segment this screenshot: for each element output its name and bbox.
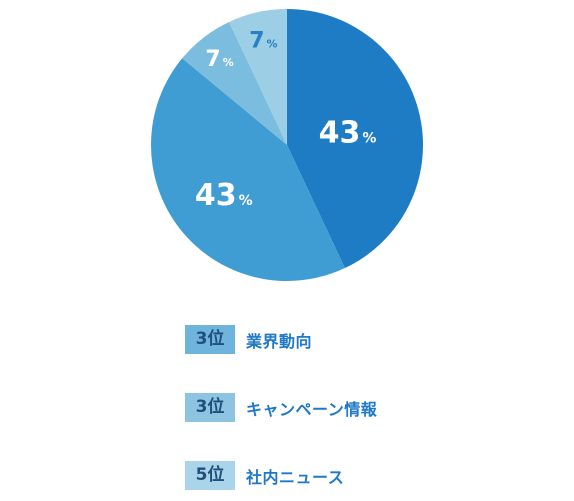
pie-labels: 43 % 43 % 7 % 7% [195,29,376,213]
legend: 3位 業界動向 3位 キャンペーン情報 5位 社内ニュース [185,325,377,490]
slice-value-label-3: 7% [205,47,233,72]
pie-slice-1 [287,8,424,269]
rank-badge: 5位 [185,461,235,490]
legend-item-industry-trends: 3位 業界動向 [185,325,377,354]
legend-label: 業界動向 [246,331,313,351]
slice-value-label-2: 43% [195,178,253,213]
legend-label: キャンペーン情報 [246,399,378,419]
pie-slice-4 [229,8,287,145]
pie-slice-3 [182,21,287,145]
rank-badge: 3位 [185,393,235,422]
legend-item-internal-news: 5位 社内ニュース [185,461,377,490]
rank-badge: 3位 [185,325,235,354]
legend-item-campaign-info: 3位 キャンペーン情報 [185,393,377,422]
slice-value-label-1: 43% [319,115,377,150]
pie-chart: 43 % 43 % 7 % 7% [150,8,424,282]
legend-label: 社内ニュース [246,467,345,487]
pie-slices [150,8,424,282]
slice-value-label-4: 7% [249,29,277,54]
pie-slice-2 [150,58,345,282]
